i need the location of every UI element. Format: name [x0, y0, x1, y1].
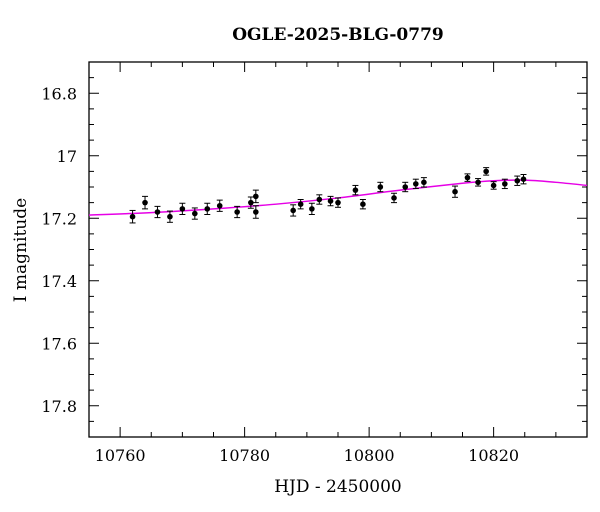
x-axis-label: HJD - 2450000	[274, 477, 402, 497]
data-point	[391, 192, 398, 204]
data-marker	[234, 209, 240, 215]
data-point	[420, 177, 427, 188]
data-point	[191, 207, 198, 220]
data-point	[297, 199, 304, 210]
data-point	[204, 202, 211, 215]
data-point	[142, 195, 149, 210]
data-point	[234, 205, 241, 219]
data-point	[377, 181, 384, 193]
x-tick-label: 10820	[468, 446, 519, 465]
y-axis-tick-labels: 16.8 17 17.2 17.4 17.6 17.8	[41, 84, 77, 416]
data-marker	[514, 177, 521, 184]
data-marker	[204, 206, 211, 212]
data-point	[247, 196, 254, 209]
data-marker	[142, 199, 148, 206]
data-marker	[167, 213, 173, 220]
data-point	[452, 185, 459, 198]
y-tick-label: 17.8	[41, 397, 77, 416]
data-point	[166, 210, 173, 223]
data-marker	[192, 210, 198, 217]
data-point	[327, 195, 334, 207]
data-marker	[483, 168, 489, 175]
data-marker	[290, 207, 296, 214]
data-marker	[377, 184, 384, 190]
data-marker	[253, 193, 259, 200]
y-tick-label: 17.4	[41, 272, 77, 291]
data-marker	[179, 206, 186, 212]
data-point	[464, 173, 471, 182]
chart-title: OGLE-2025-BLG-0779	[232, 25, 444, 45]
data-point	[520, 174, 527, 185]
y-axis-ticks	[89, 61, 587, 438]
data-marker	[253, 209, 259, 215]
data-point	[402, 181, 409, 193]
y-axis-label: I magnitude	[11, 198, 31, 302]
data-point	[216, 199, 223, 212]
data-marker	[248, 199, 254, 206]
data-marker	[335, 199, 341, 206]
data-point	[475, 178, 482, 187]
data-marker	[490, 182, 497, 189]
y-tick-label: 17	[57, 147, 77, 166]
data-marker	[520, 176, 527, 182]
model-curve	[88, 179, 588, 216]
data-marker	[391, 195, 397, 201]
data-marker	[413, 181, 419, 187]
data-point	[514, 175, 521, 186]
model-curve-layer	[88, 179, 588, 216]
data-point	[129, 209, 136, 224]
data-point	[179, 202, 186, 215]
data-point	[501, 178, 508, 190]
data-marker	[216, 202, 223, 209]
data-point	[308, 202, 315, 215]
y-tick-label: 16.8	[41, 84, 77, 103]
data-marker	[421, 179, 427, 186]
x-tick-label: 10760	[95, 446, 146, 465]
data-point	[252, 205, 259, 219]
data-point	[352, 184, 359, 196]
data-point	[335, 197, 341, 208]
data-marker	[154, 209, 161, 215]
y-tick-label: 17.2	[41, 209, 77, 228]
data-point	[359, 199, 366, 210]
data-marker	[452, 188, 458, 195]
data-marker	[297, 201, 304, 207]
data-point	[483, 167, 490, 176]
data-marker	[327, 198, 334, 204]
data-marker	[129, 213, 136, 220]
data-point	[412, 178, 419, 190]
data-marker	[402, 184, 409, 190]
data-points-layer	[129, 167, 527, 224]
data-marker	[475, 179, 481, 186]
data-marker	[464, 174, 471, 181]
x-axis-ticks	[88, 62, 588, 437]
plot-frame	[88, 61, 588, 438]
x-tick-label: 10800	[344, 446, 395, 465]
data-point	[316, 194, 323, 205]
data-point	[252, 189, 259, 204]
x-axis-tick-labels: 10760 10780 10800 10820	[95, 446, 519, 465]
data-marker	[352, 187, 359, 193]
data-point	[490, 181, 497, 190]
data-point	[154, 205, 161, 219]
data-point	[290, 204, 297, 217]
x-tick-label: 10780	[219, 446, 270, 465]
data-marker	[502, 181, 508, 187]
data-marker	[309, 206, 315, 212]
data-marker	[360, 201, 366, 207]
y-tick-label: 17.6	[41, 334, 77, 353]
data-marker	[316, 196, 323, 203]
